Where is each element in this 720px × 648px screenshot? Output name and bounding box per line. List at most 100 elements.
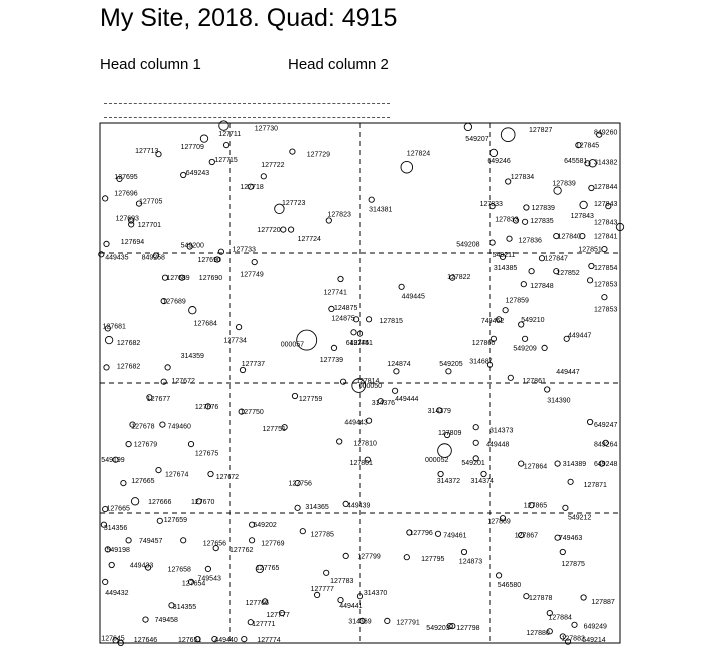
tree-label: 127646 <box>134 637 157 644</box>
tree-point <box>602 439 609 446</box>
tree-point <box>104 546 111 553</box>
tree-point <box>104 325 111 332</box>
tree-point <box>281 424 288 431</box>
tree-point <box>546 609 553 617</box>
tree-label: 314373 <box>490 427 513 434</box>
tree-label: 127884 <box>549 615 572 622</box>
tree-point <box>505 178 512 185</box>
tree-label: 127670 <box>191 499 214 506</box>
tree-label: 127651 <box>178 637 201 644</box>
tree-point <box>518 531 525 539</box>
tree-point <box>512 217 520 224</box>
tree-label: 127795 <box>421 556 444 563</box>
tree-label: 127791 <box>396 620 419 627</box>
tree-point <box>145 564 152 571</box>
tree-label: 127665 <box>107 505 130 512</box>
tree-label: 127678 <box>131 423 154 430</box>
tree-point <box>559 548 566 556</box>
tree-point <box>472 455 479 462</box>
tree-point <box>562 504 569 511</box>
tree-point <box>553 233 560 240</box>
tree-point <box>238 408 245 415</box>
tree-label: 649246 <box>487 158 510 165</box>
tree-point <box>180 171 187 179</box>
tree-label: 749463 <box>559 535 582 542</box>
tree-point <box>350 329 357 336</box>
tree-label: 127785 <box>311 531 334 538</box>
tree-label: 314374 <box>471 478 494 485</box>
tree-point <box>400 160 414 174</box>
tree-label: 127840 <box>558 234 581 241</box>
tree-label: 127741 <box>350 340 373 347</box>
tree-label: 000052 <box>425 457 448 464</box>
tree-label: 127765 <box>256 565 279 572</box>
tree-point <box>553 268 560 275</box>
tree-label: 127666 <box>148 499 171 506</box>
tree-point <box>518 460 525 467</box>
tree-label: 127682 <box>117 340 140 347</box>
tree-label: 127734 <box>224 338 247 345</box>
tree-point <box>262 598 269 605</box>
tree-point <box>328 305 335 313</box>
tree-label: 549212 <box>568 514 591 521</box>
tree-point <box>314 591 321 599</box>
tree-label: 127783 <box>330 578 353 585</box>
tree-label: 127827 <box>529 127 552 134</box>
tree-point <box>605 203 612 210</box>
tree-point <box>571 621 578 628</box>
tree-point <box>330 344 338 352</box>
tree-label: 749457 <box>139 538 162 545</box>
tree-point <box>336 438 343 445</box>
tree-label: 549207 <box>465 136 488 143</box>
tree-label: 127864 <box>524 464 547 471</box>
tree-label: 000057 <box>281 342 304 349</box>
tree-point <box>160 298 167 305</box>
tree-point <box>366 316 373 323</box>
tree-point <box>294 480 301 487</box>
tree-label: 649245 <box>346 340 369 347</box>
tree-point <box>108 561 115 569</box>
tree-label: 127675 <box>195 451 218 458</box>
tree-point <box>520 281 527 288</box>
tree-point <box>337 596 344 604</box>
tree-label: 127681 <box>103 323 126 330</box>
tree-point <box>288 226 295 233</box>
tree-point <box>159 421 166 428</box>
tree-point <box>351 378 367 393</box>
tree-label: 127749 <box>240 271 263 278</box>
tree-label: 127774 <box>257 637 280 644</box>
tree-point <box>546 628 553 635</box>
tree-label: 749543 <box>198 576 221 583</box>
tree-label: 449447 <box>556 369 579 376</box>
tree-point <box>204 565 212 573</box>
tree-points: 127730 549207 127827 849260 127709 127711 1278… <box>98 120 625 647</box>
tree-label: 127672 <box>216 474 239 481</box>
tree-label: 127848 <box>530 283 553 290</box>
tree-point <box>528 502 535 509</box>
tree-point <box>507 374 514 381</box>
tree-label: 127853 <box>594 306 617 313</box>
tree-label: 449445 <box>402 293 425 300</box>
tree-point <box>463 122 473 132</box>
tree-label: 127880 <box>526 630 549 637</box>
tree-label: 549198 <box>107 547 130 554</box>
header-rule-top <box>104 103 390 104</box>
tree-label: 127777 <box>311 586 334 593</box>
tree-point <box>500 127 516 142</box>
tree-label: 549200 <box>181 243 204 250</box>
tree-label: 549214 <box>582 637 605 644</box>
tree-point <box>337 275 344 283</box>
tree-point <box>194 635 201 643</box>
tree-label: 449433 <box>130 563 153 570</box>
tree-label: 314381 <box>369 206 392 213</box>
tree-point <box>104 335 114 345</box>
tree-label: 449439 <box>347 503 370 510</box>
tree-point <box>499 253 507 261</box>
tree-point <box>247 183 254 190</box>
tree-point <box>567 478 574 485</box>
tree-label: 549205 <box>439 361 462 368</box>
tree-label: 127839 <box>552 180 575 187</box>
tree-label: 127658 <box>168 566 191 573</box>
tree-label: 127824 <box>407 150 430 157</box>
tree-point <box>523 204 530 211</box>
